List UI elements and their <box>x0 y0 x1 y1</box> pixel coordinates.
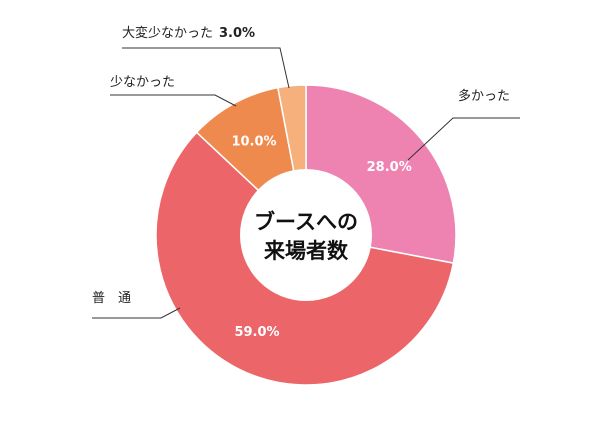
leader-line-4 <box>122 47 290 89</box>
category-label-2: 普 通 <box>92 291 131 306</box>
value-label-3: 10.0% <box>231 134 276 149</box>
category-label-4: 大変少なかった 3.0% <box>122 25 255 41</box>
category-label-3: 少なかった <box>110 75 175 90</box>
center-label-line-2: 来場者数 <box>264 239 349 263</box>
value-label-2: 59.0% <box>234 325 279 340</box>
leader-line-2 <box>92 307 181 319</box>
category-label-1: 多かった <box>458 88 510 104</box>
leader-line-3 <box>110 94 237 107</box>
value-label-1: 28.0% <box>367 160 412 175</box>
value-label-4: 3.0% <box>219 26 255 41</box>
leader-line-1 <box>407 117 520 161</box>
donut-hole <box>240 169 372 301</box>
labels-layer: 28.0% 多かった 59.0% 普 通 10.0% 少なかった 大変少なかった 3.0% <box>92 25 520 340</box>
center-label-line-1: ブースへの <box>254 210 358 234</box>
